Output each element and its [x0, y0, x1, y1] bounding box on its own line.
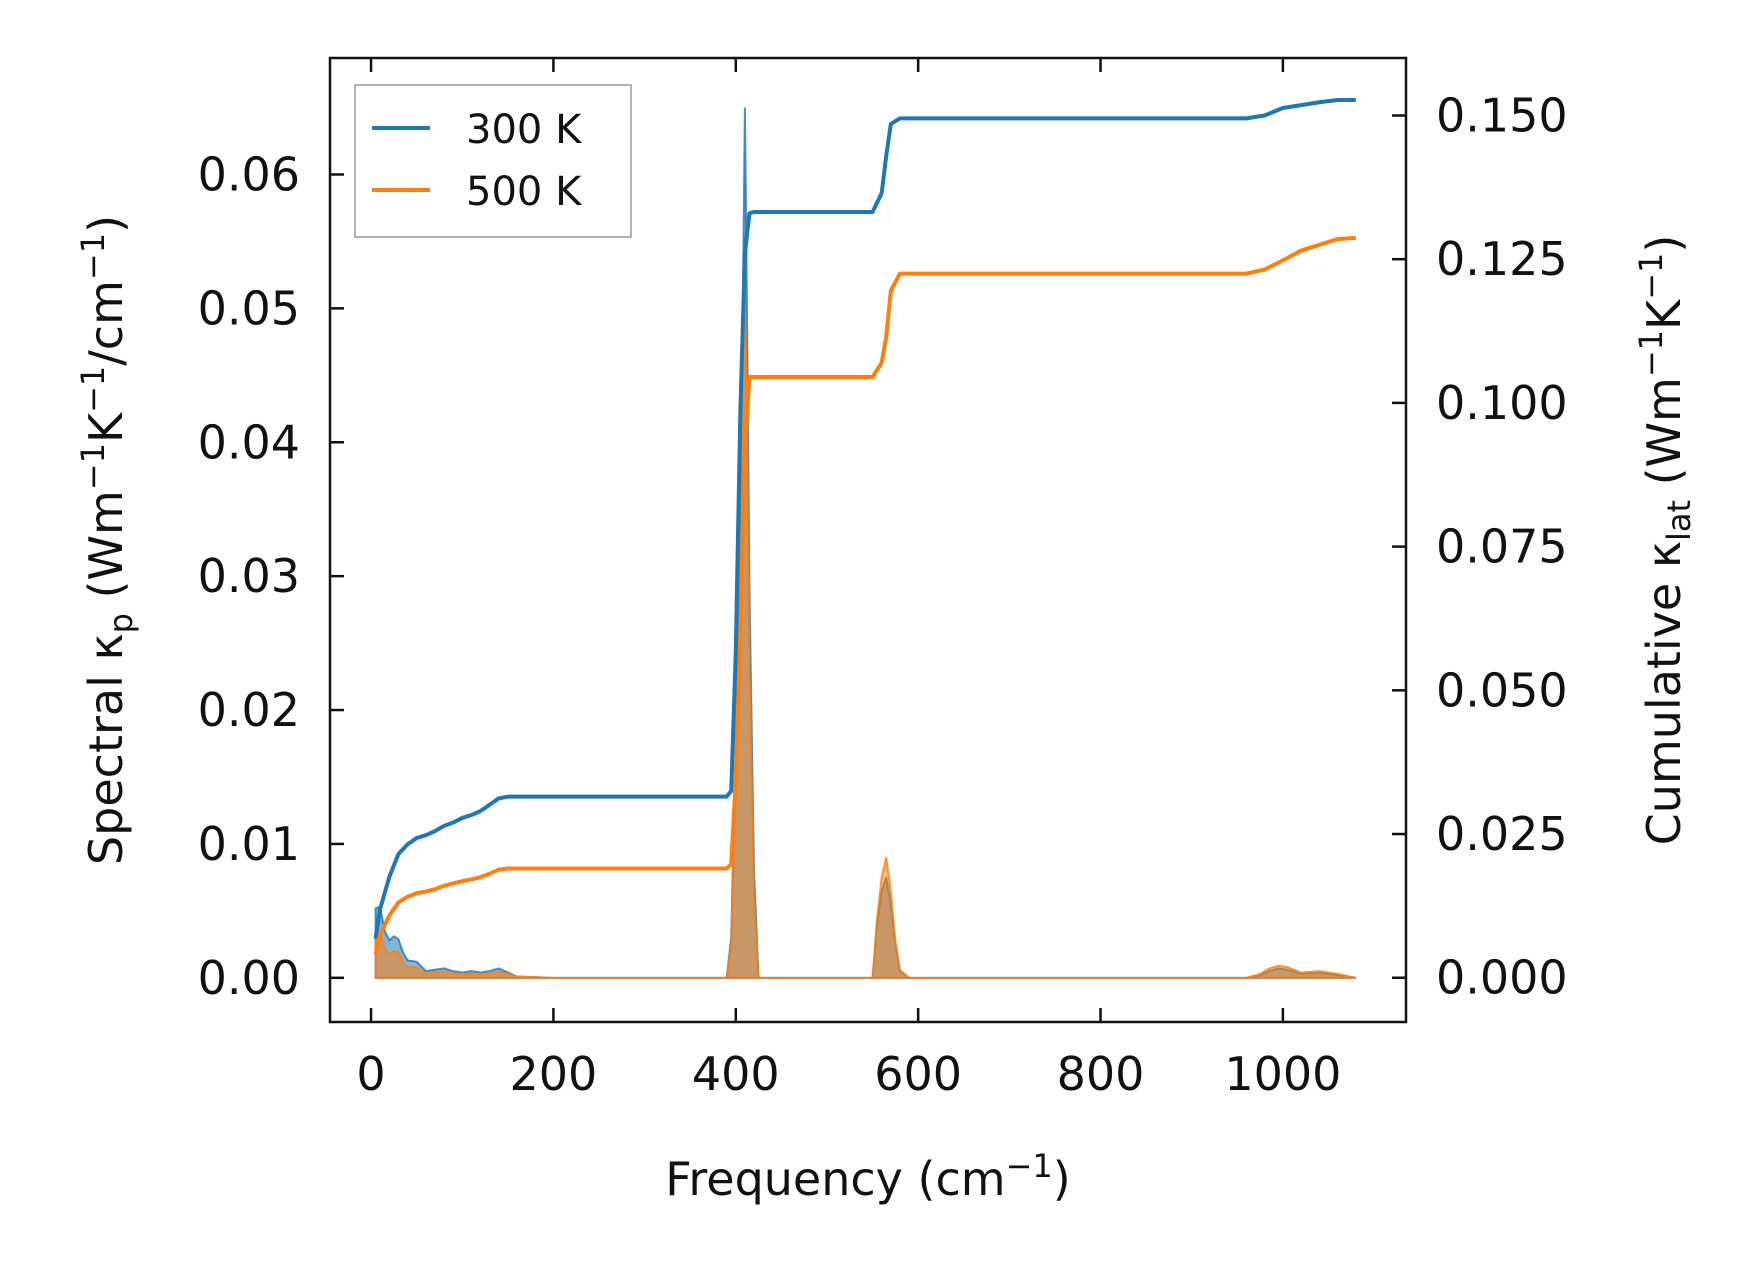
x-tick-label: 0 — [356, 1047, 385, 1101]
spectral-fill-300k — [374, 107, 1356, 979]
spectral-fill-500k — [374, 281, 1357, 979]
x-tick-label: 200 — [510, 1047, 598, 1101]
legend-label-300k: 300 K — [466, 107, 583, 153]
plot-frame — [328, 56, 1408, 1024]
y-right-axis-ticks: 0.000 0.025 0.050 0.075 0.100 0.125 0.150 — [1392, 88, 1568, 1005]
x-axis-label: Frequency (cm−1) — [665, 1147, 1070, 1206]
y-left-tick-label: 0.03 — [198, 549, 300, 603]
y-right-tick-label: 0.050 — [1436, 663, 1568, 717]
y-left-tick-label: 0.02 — [198, 683, 300, 737]
legend-label-500k: 500 K — [466, 169, 583, 215]
y-left-tick-label: 0.06 — [198, 147, 300, 201]
y-right-tick-label: 0.025 — [1436, 807, 1568, 861]
y-left-tick-label: 0.04 — [198, 415, 300, 469]
legend-box — [354, 84, 632, 238]
y-right-tick-label: 0.150 — [1436, 88, 1568, 142]
x-tick-label: 400 — [692, 1047, 780, 1101]
x-tick-label: 600 — [874, 1047, 962, 1101]
y-right-tick-label: 0.075 — [1436, 520, 1568, 574]
x-axis-ticks: 0 200 400 600 800 1000 — [356, 58, 1341, 1101]
spectral-fills — [374, 107, 1357, 979]
y-left-axis-label: Spectral κp (Wm−1K−1/cm−1) — [74, 215, 140, 865]
cumulative-line-500k — [373, 235, 1356, 956]
cumulative-lines — [373, 97, 1356, 956]
legend: 300 K 500 K — [354, 84, 632, 238]
x-tick-label: 800 — [1057, 1047, 1145, 1101]
cumulative-line-300k — [373, 97, 1356, 939]
y-left-tick-label: 0.00 — [198, 951, 300, 1005]
y-right-axis-label: Cumulative κlat (Wm−1K−1) — [1632, 235, 1698, 846]
y-right-tick-label: 0.000 — [1436, 951, 1568, 1005]
y-left-axis-ticks: 0.00 0.01 0.02 0.03 0.04 0.05 0.06 — [198, 147, 344, 1005]
x-tick-label: 1000 — [1224, 1047, 1341, 1101]
y-right-tick-label: 0.100 — [1436, 376, 1568, 430]
y-left-tick-label: 0.05 — [198, 281, 300, 335]
y-left-tick-label: 0.01 — [198, 817, 300, 871]
y-right-tick-label: 0.125 — [1436, 232, 1568, 286]
